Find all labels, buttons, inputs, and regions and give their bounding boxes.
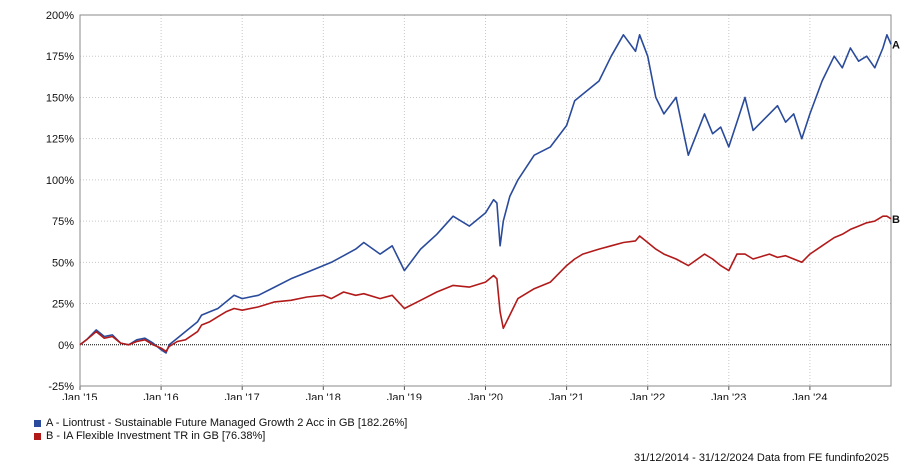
- series-line-b: [79, 215, 892, 353]
- legend-swatch-b: [34, 433, 41, 440]
- plot-frame: [79, 14, 892, 387]
- y-tick-label: 150%: [46, 92, 74, 104]
- x-tick-label: Jan '22: [630, 392, 665, 400]
- legend-label-a: A - Liontrust - Sustainable Future Manag…: [46, 417, 408, 429]
- legend-item-a: A - Liontrust - Sustainable Future Manag…: [34, 417, 407, 430]
- y-tick-label: -25%: [48, 381, 74, 393]
- y-tick-label: 25%: [52, 299, 74, 311]
- legend-label-b: B - IA Flexible Investment TR in GB [76.…: [46, 430, 266, 442]
- x-tick-label: Jan '21: [549, 392, 584, 400]
- y-tick-label: 175%: [46, 51, 74, 63]
- legend: A - Liontrust - Sustainable Future Manag…: [34, 417, 407, 443]
- x-tick-label: Jan '15: [62, 392, 97, 400]
- y-tick-label: 75%: [52, 216, 74, 228]
- x-tick-label: Jan '20: [468, 392, 503, 400]
- y-tick-label: 125%: [46, 134, 74, 146]
- line-chart: -25% 0% 25% 50% 75% 100% 125% 150% 175% 200% Jan '…: [46, 10, 900, 400]
- series-end-label-a: A: [892, 39, 900, 51]
- y-tick-label: 0%: [58, 340, 74, 352]
- y-tick-label: 50%: [52, 257, 74, 269]
- series-line-a: [79, 33, 892, 354]
- legend-item-b: B - IA Flexible Investment TR in GB [76.…: [34, 430, 407, 443]
- x-tick-label: Jan '18: [306, 392, 341, 400]
- x-tick-label: Jan '23: [711, 392, 746, 400]
- data-source-footer: 31/12/2014 - 31/12/2024 Data from FE fun…: [633, 452, 889, 464]
- x-tick-label: Jan '16: [144, 392, 179, 400]
- y-tick-label: 200%: [46, 10, 74, 22]
- x-tick-label: Jan '24: [792, 392, 827, 400]
- chart-area: -25% 0% 25% 50% 75% 100% 125% 150% 175% 200% Jan '…: [46, 10, 900, 400]
- x-tick-label: Jan '17: [225, 392, 260, 400]
- series-end-label-b: B: [892, 214, 900, 226]
- y-tick-label: 100%: [46, 175, 74, 187]
- x-tick-label: Jan '19: [387, 392, 422, 400]
- legend-swatch-a: [34, 420, 41, 427]
